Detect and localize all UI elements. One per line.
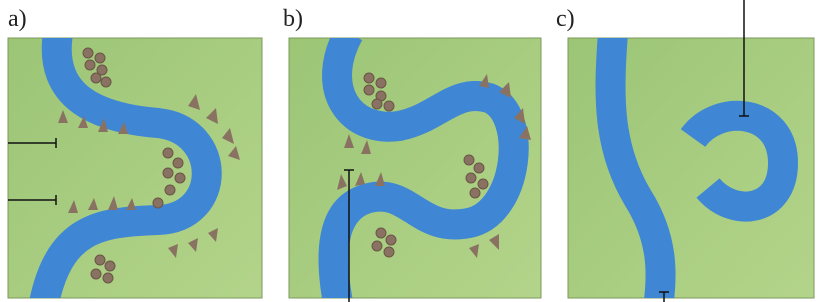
sediment <box>173 158 183 168</box>
sediment <box>85 60 95 70</box>
sediment <box>364 85 374 95</box>
sediment <box>384 101 394 111</box>
panel-label: a) <box>8 6 27 32</box>
panel-c <box>568 0 814 302</box>
sediment <box>384 247 394 257</box>
sediment <box>101 77 111 87</box>
sediment <box>91 73 101 83</box>
sediment <box>364 73 374 83</box>
sediment <box>163 168 173 178</box>
sediment <box>376 228 386 238</box>
sediment <box>175 173 185 183</box>
sediment <box>464 155 474 165</box>
sediment <box>153 198 163 208</box>
sediment <box>372 241 382 251</box>
page: {"labels": ["a)", "b)", "c)"]} a) b) c) <box>0 0 817 302</box>
panel-b <box>289 33 541 302</box>
panel-label: b) <box>283 6 303 32</box>
sediment <box>372 99 382 109</box>
sediment <box>105 261 115 271</box>
sediment <box>466 173 476 183</box>
sediment <box>103 273 113 283</box>
sediment <box>474 163 484 173</box>
sediment <box>376 78 386 88</box>
sediment <box>83 48 93 58</box>
panel-label: c) <box>556 6 575 32</box>
sediment <box>470 188 480 198</box>
sediment <box>386 235 396 245</box>
sediment <box>165 185 175 195</box>
sediment <box>95 53 105 63</box>
diagram: a) b) c) <box>0 0 817 302</box>
sediment <box>95 255 105 265</box>
panel-a <box>8 33 262 302</box>
sediment <box>478 179 488 189</box>
sediment <box>91 269 101 279</box>
sediment <box>163 148 173 158</box>
